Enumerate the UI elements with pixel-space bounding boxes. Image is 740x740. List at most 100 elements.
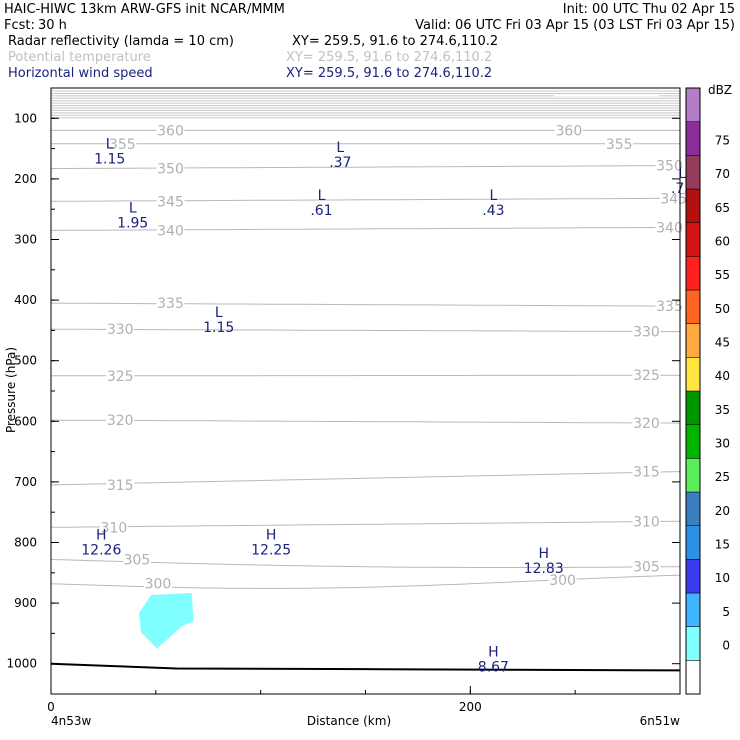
colorbar-swatch (685, 357, 701, 392)
colorbar-swatch (685, 559, 701, 594)
colorbar-label: 60 (715, 235, 730, 249)
colorbar-label: 10 (715, 571, 730, 585)
colorbar-swatch (685, 424, 701, 459)
isentrope-label-bg (632, 513, 661, 529)
isentrope-305-line (50, 559, 681, 568)
colorbar-label: 70 (715, 167, 730, 181)
y-tick-label: 800 (14, 536, 37, 550)
wind-extremum-value: 1.15 (203, 320, 234, 336)
colorbar-unit: dBZ (708, 83, 732, 97)
y-axis-label: Pressure (hPa) (4, 347, 18, 433)
isentrope-label-bg (106, 367, 135, 383)
isentrope-label-bg (632, 323, 661, 339)
isentrope-label-bg (99, 519, 128, 535)
wind-extremum-value: 12.26 (81, 543, 121, 559)
colorbar-label: 0 (722, 639, 730, 653)
colorbar-label: 30 (715, 437, 730, 451)
isentrope-label: 320 (633, 416, 660, 432)
colorbar-swatch (685, 256, 701, 291)
x-endpoint-right: 6n51w (640, 714, 681, 728)
isentrope-325-line (51, 374, 681, 377)
isentrope-335-line (50, 302, 681, 307)
wind-extremum-value: 8.67 (478, 660, 509, 676)
y-tick-label: 500 (14, 354, 37, 368)
wind-extremum-value: .61 (310, 203, 332, 219)
colorbar-label: 40 (715, 369, 730, 383)
x-endpoint-left: 4n53w (51, 714, 92, 728)
x-axis-label: Distance (km) (307, 714, 391, 728)
isentrope-label: 350 (157, 162, 184, 178)
colorbar-label: 5 (722, 605, 730, 619)
isentrope-label: 300 (145, 577, 172, 593)
plot-frame (50, 87, 681, 695)
colorbar-swatch (685, 390, 701, 425)
isentrope-label: 305 (633, 560, 660, 576)
wind-extremum-H: H (488, 645, 499, 661)
wind-extremum-L: L (678, 166, 686, 182)
isentrope-label-bg (548, 572, 577, 588)
colorbar-label: 25 (715, 470, 730, 484)
colorbar-label: 50 (715, 302, 730, 316)
wind-extremum-L: L (106, 137, 114, 153)
wind-extremum-L: L (489, 188, 497, 204)
reflectivity-blob (139, 592, 194, 649)
isentrope-label: 310 (101, 520, 128, 536)
chart-title: HAIC-HIWC 13km ARW-GFS init NCAR/MMM (4, 2, 285, 17)
field-xy-wind: XY= 259.5, 91.6 to 274.6,110.2 (286, 66, 492, 81)
isentrope-label: 315 (107, 478, 134, 494)
y-tick-label: 900 (14, 596, 37, 610)
y-tick-label: 700 (14, 475, 37, 489)
field-name-theta: Potential temperature (8, 50, 151, 65)
isentrope-315-line (50, 471, 681, 486)
forecast-label: Fcst: (4, 18, 35, 33)
colorbar-frame (685, 87, 701, 695)
isentrope-label-bg (632, 367, 661, 383)
axes: 100 200 300 400 500 600 700 800 900 1000 0 200 (6, 87, 681, 714)
isentrope-label-bg (106, 321, 135, 337)
wind-extremum-L: L (215, 305, 223, 321)
isentrope-label: 315 (633, 465, 660, 481)
isentrope-label-bg (156, 122, 185, 138)
isentrope-label: 335 (157, 296, 184, 312)
isentrope-label: 325 (633, 368, 660, 384)
isentrope-label: 320 (107, 413, 134, 429)
isentrope-label: 340 (157, 223, 184, 239)
colorbar-swatch (685, 87, 701, 122)
isentrope-label-bg (156, 193, 185, 209)
init-time: Init: 00 UTC Thu 02 Apr 15 (563, 2, 735, 17)
isentrope-label-bg (632, 415, 661, 431)
isentrope-label-bg (655, 298, 684, 314)
isentrope-320-line (50, 419, 681, 424)
isentrope-310-line (50, 520, 681, 528)
isentrope-label-bg (655, 157, 684, 173)
colorbar-swatch (685, 121, 701, 156)
isentrope-label: 355 (109, 137, 136, 153)
forecast-hours: 30 h (38, 18, 67, 33)
isentrope-label: 325 (107, 369, 134, 385)
isentrope-345-line (50, 197, 681, 202)
isentrope-label-bg (106, 476, 135, 492)
y-tick-label: 400 (14, 293, 37, 307)
isentrope-330-line (51, 328, 680, 333)
isentrope-label: 310 (633, 514, 660, 530)
colorbar-swatch (685, 222, 701, 257)
isentrope-350-line (50, 165, 680, 170)
colorbar-label: 55 (715, 268, 730, 282)
y-tick-label: 1000 (6, 657, 37, 671)
colorbar-swatch (685, 660, 701, 695)
wind-extremum-L: L (129, 200, 137, 216)
y-tick-label: 300 (14, 233, 37, 247)
isentrope-label: 345 (157, 194, 184, 210)
isentrope-label-bg (605, 135, 634, 151)
y-tick-label: 200 (14, 172, 37, 186)
wind-extremum-H: H (266, 528, 277, 544)
isentrope-label-bg (108, 135, 137, 151)
isentrope-340-line (50, 226, 681, 231)
isentrope-label-bg (143, 575, 172, 591)
colorbar-swatch (685, 188, 701, 223)
wind-extremum-value: 12.83 (524, 561, 564, 577)
wind-extremum-value: 12.25 (251, 543, 291, 559)
colorbar-swatch (685, 323, 701, 358)
isentrope-label-bg (632, 463, 661, 479)
